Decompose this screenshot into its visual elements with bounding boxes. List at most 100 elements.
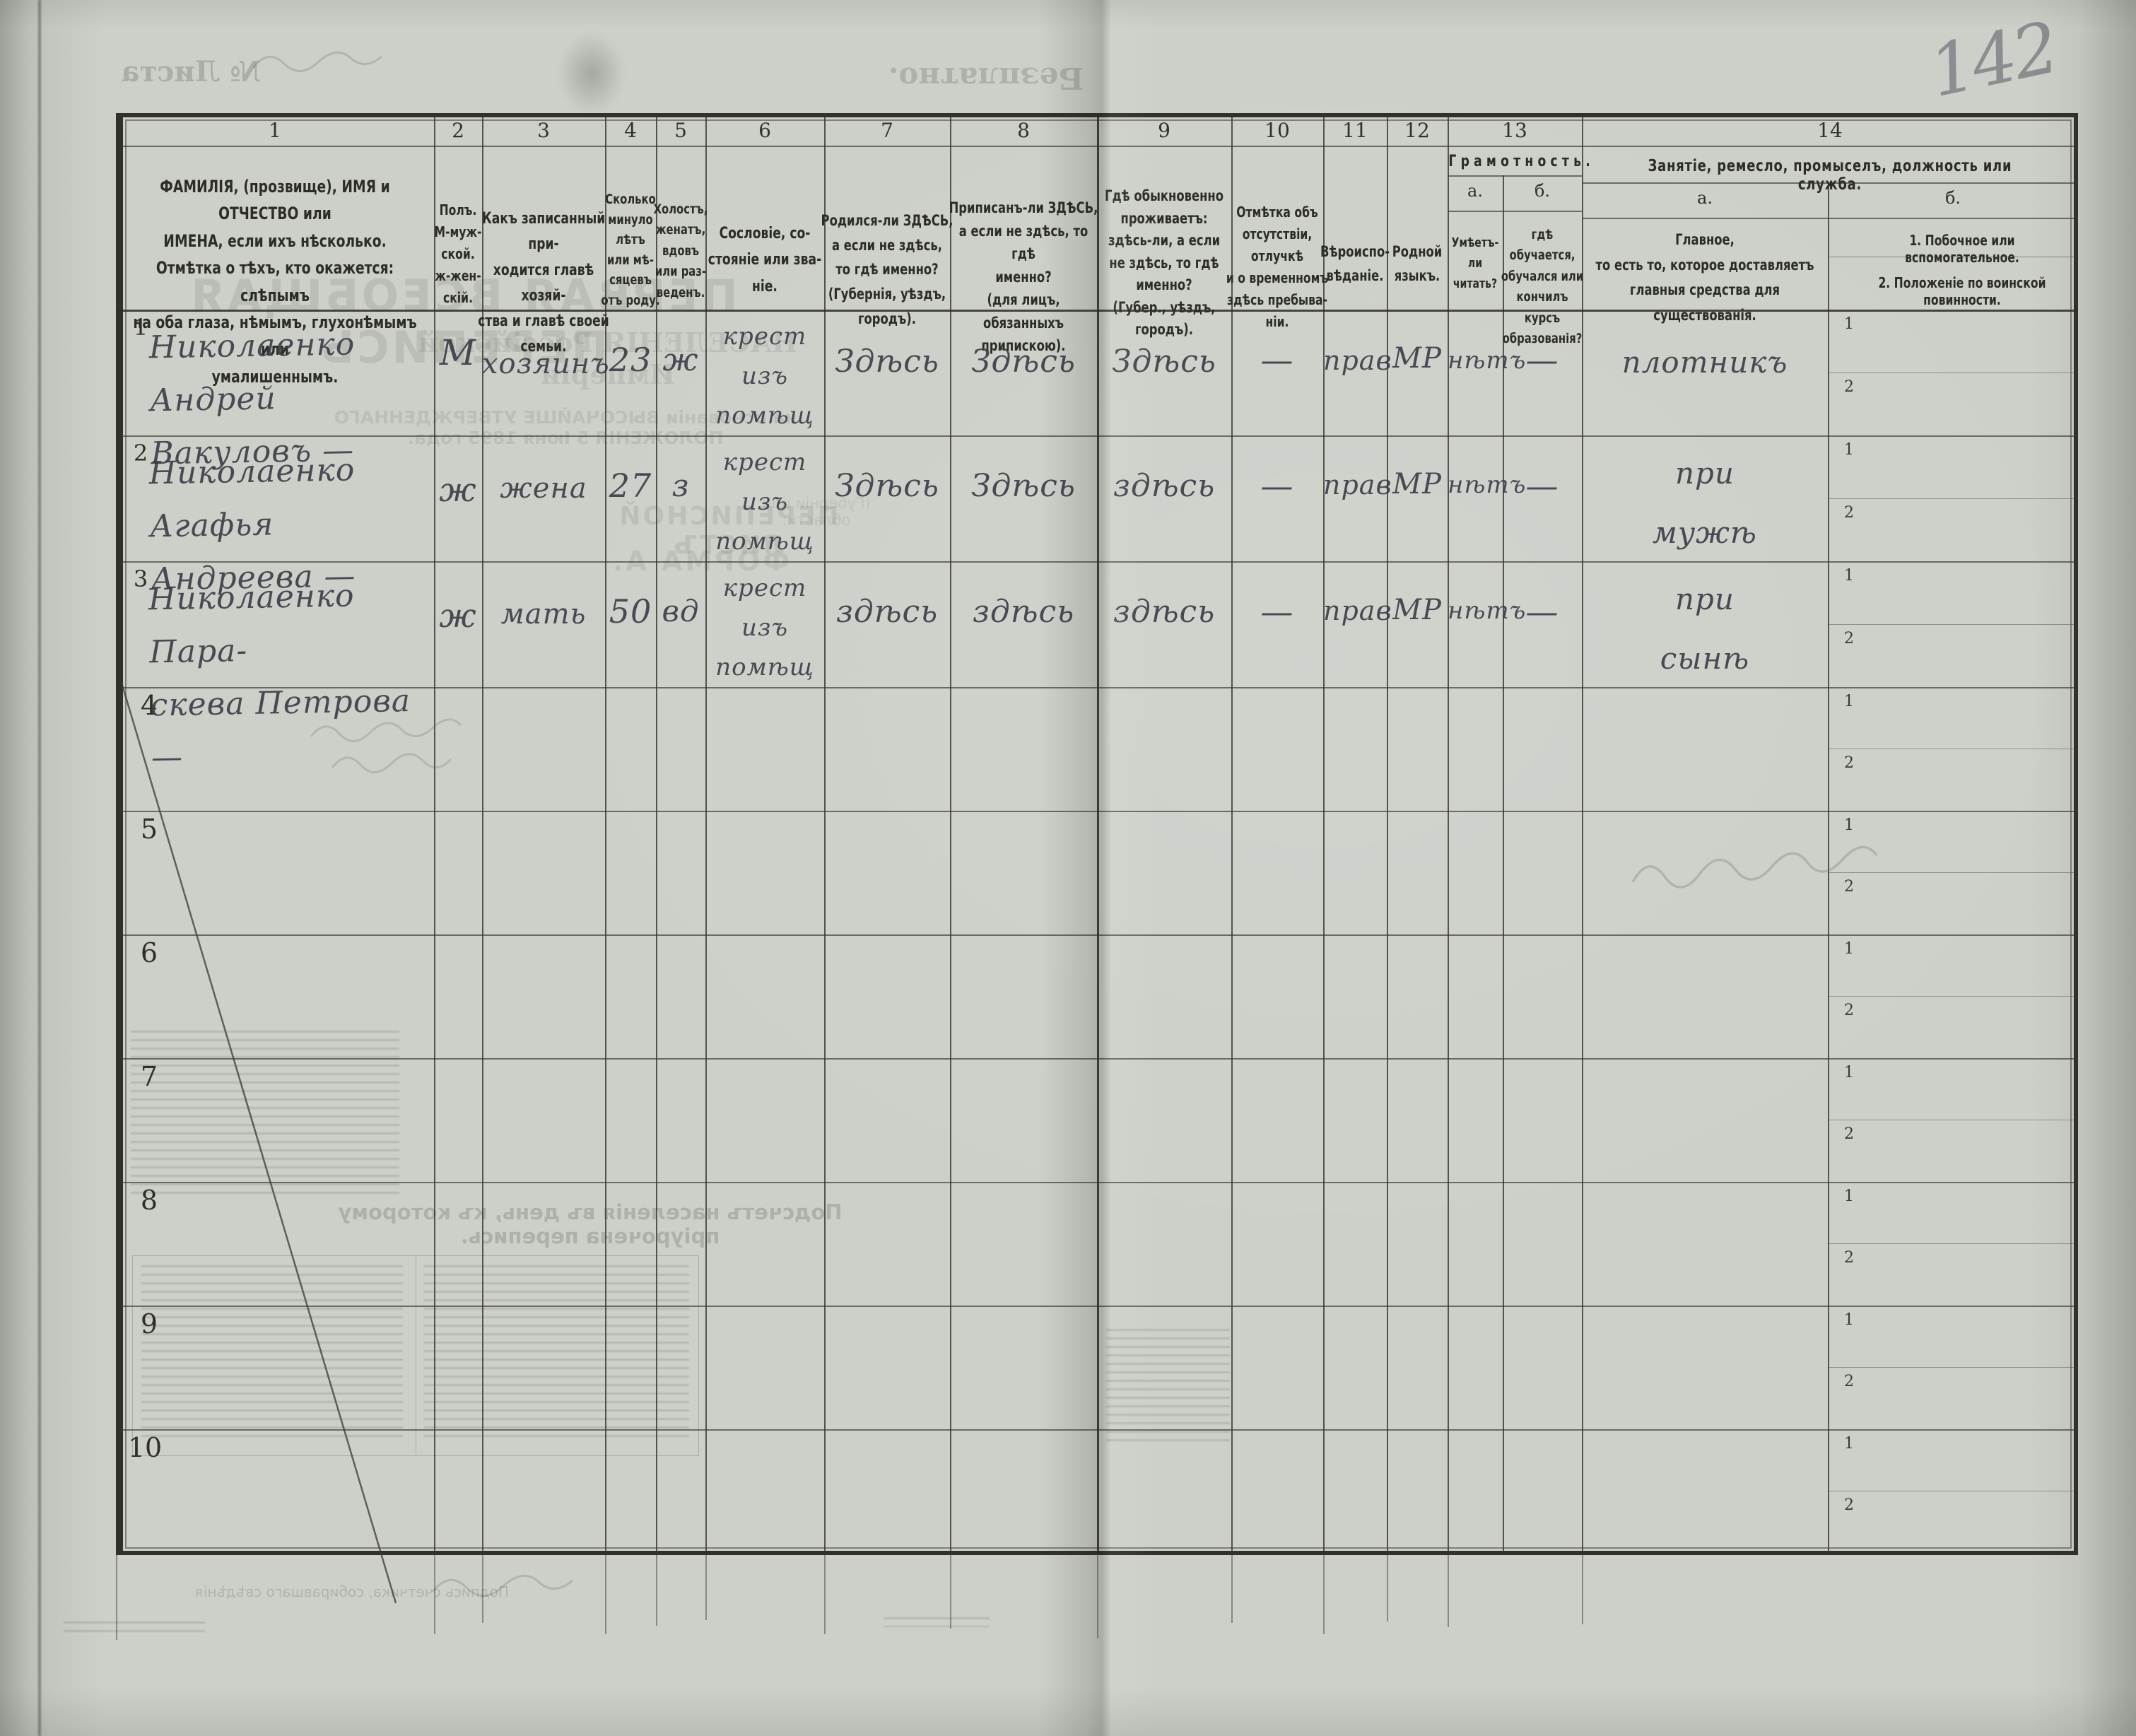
- cell-marital: вд: [662, 594, 700, 628]
- sub-row-label: 2: [1844, 1496, 1854, 1514]
- column-number: 13: [1502, 119, 1527, 142]
- cell-absence: —: [1260, 467, 1294, 505]
- cell-sex: ж: [439, 597, 477, 635]
- header-name: ФАМИЛІЯ, (прозвище), ИМЯ и ОТЧЕСТВО или …: [133, 177, 417, 387]
- row-number: 5: [140, 814, 158, 845]
- cell-marital: ж: [662, 342, 699, 378]
- cell-language: МР: [1392, 594, 1442, 626]
- cell-age: 50: [609, 592, 652, 631]
- cell-absence: —: [1260, 592, 1294, 631]
- cell-religion: прав: [1323, 469, 1392, 500]
- header-military-status: 2. Положеніе по воинской повинности.: [1878, 274, 2046, 308]
- row-line: [116, 934, 2078, 936]
- column-number: 7: [881, 119, 893, 142]
- header-language: Родной языкъ.: [1392, 243, 1443, 284]
- grid-line-v: [824, 115, 826, 1554]
- cell-language: МР: [1392, 342, 1442, 375]
- row-line: [116, 1058, 2078, 1060]
- header-religion: Вѣроиспо- вѣданіе.: [1320, 243, 1390, 284]
- column-stub: [434, 1555, 435, 1634]
- header-literacy-b-label: б.: [1534, 181, 1551, 201]
- row-number: 3: [133, 565, 148, 592]
- bleed-right-page-block: [1106, 1329, 1230, 1448]
- half-row-line: [1828, 1243, 2078, 1244]
- cell-occupation: при мужѣ: [1653, 456, 1757, 550]
- bleed-script-squiggle: [252, 51, 382, 72]
- header-occupation-title: Занятіе, ремесло, промыселъ, должность и…: [1648, 157, 2012, 194]
- header-education: гдѣ обучается, обучался или кончилъ курс…: [1501, 227, 1584, 347]
- cell-educated: —: [1525, 467, 1559, 505]
- column-stub: [705, 1555, 707, 1620]
- sub-row-label: 1: [1844, 1435, 1854, 1453]
- grid-line-h: [116, 146, 2078, 147]
- cell-religion: прав: [1323, 345, 1392, 376]
- bleed-footer-scrap-left: [64, 1621, 205, 1633]
- grid-line-v: [1323, 115, 1325, 1554]
- column-stub: [1387, 1555, 1388, 1621]
- column-number: 3: [537, 119, 550, 142]
- half-row-line: [1828, 1367, 2078, 1368]
- column-stub: [1097, 1555, 1098, 1638]
- column-stub: [1448, 1555, 1449, 1627]
- column-stub: [482, 1555, 483, 1623]
- row-number: 1: [133, 314, 148, 341]
- cell-religion: прав: [1323, 595, 1392, 626]
- row-line: [116, 561, 2078, 563]
- cell-occupation: при сынѣ: [1660, 582, 1750, 676]
- header-marital: Холостъ, женатъ, вдовъ или раз- веденъ.: [653, 201, 708, 300]
- cell-registered: Здѣсь: [971, 344, 1076, 380]
- column-number: 14: [1817, 119, 1843, 142]
- column-number: 12: [1404, 119, 1430, 142]
- grid-line-h: [1582, 182, 2078, 184]
- row-line: [116, 1429, 2078, 1431]
- column-number: 9: [1158, 119, 1170, 142]
- book-gutter-shadow: [1039, 0, 1159, 1736]
- cell-resides: Здѣсь: [1112, 344, 1216, 380]
- sub-row-label: 1: [1844, 940, 1854, 958]
- sub-row-label: 2: [1844, 1249, 1854, 1267]
- column-number: 10: [1264, 119, 1290, 142]
- column-number: 1: [269, 119, 281, 142]
- header-registered-here: Приписанъ-ли ЗДѢСЬ, а если не здѣсь, то …: [949, 199, 1098, 355]
- cell-language: МР: [1392, 468, 1442, 500]
- cell-registered: здѣсь: [972, 594, 1075, 630]
- sub-row-label: 1: [1844, 567, 1854, 585]
- bleed-script-squiggle: [431, 1574, 573, 1597]
- row-line: [116, 811, 2078, 812]
- column-stub: [656, 1555, 657, 1626]
- cell-educated: —: [1525, 592, 1559, 631]
- sub-row-label: 1: [1844, 441, 1854, 459]
- grid-line-v: [705, 115, 707, 1554]
- header-literacy-title: Грамотность.: [1448, 153, 1595, 170]
- sub-row-label: 2: [1844, 1373, 1854, 1390]
- cell-relation: хозяинъ: [482, 348, 610, 380]
- grid-line-v: [1231, 115, 1233, 1554]
- cell-sex: М: [439, 332, 477, 373]
- sub-row-label: 2: [1844, 630, 1854, 647]
- row-line: [116, 1182, 2078, 1183]
- sub-row-label: 1: [1844, 693, 1854, 710]
- sub-row-label: 1: [1844, 1311, 1854, 1329]
- header-age: Сколько минуло лѣтъ или мѣ- сяцевъ отъ р…: [601, 192, 660, 308]
- sub-row-label: 2: [1844, 1002, 1854, 1019]
- header-occupation-main: Главное, то есть то, которое доставляетъ…: [1595, 231, 1814, 324]
- bleed-script-squiggle: [331, 753, 452, 773]
- sub-row-label: 2: [1844, 754, 1854, 772]
- cell-occupation: плотникъ: [1621, 345, 1788, 380]
- cell-relation: мать: [500, 598, 587, 631]
- bleed-script-squiggle: [310, 718, 462, 742]
- column-number: 5: [674, 119, 687, 142]
- row-number: 9: [140, 1308, 158, 1339]
- half-row-line: [1828, 872, 2078, 873]
- grid-line-v: [1448, 115, 1449, 1554]
- column-number: 6: [758, 119, 771, 142]
- row-line: [116, 1306, 2078, 1307]
- grid-line-v: [1828, 182, 1829, 1554]
- column-stub: [1582, 1555, 1583, 1624]
- header-resides: Гдѣ обыкновенно проживаетъ: здѣсь-ли, а …: [1105, 187, 1223, 338]
- cell-born: Здѣсь: [835, 344, 939, 380]
- grid-line-v: [950, 115, 951, 1554]
- column-number: 8: [1017, 119, 1030, 142]
